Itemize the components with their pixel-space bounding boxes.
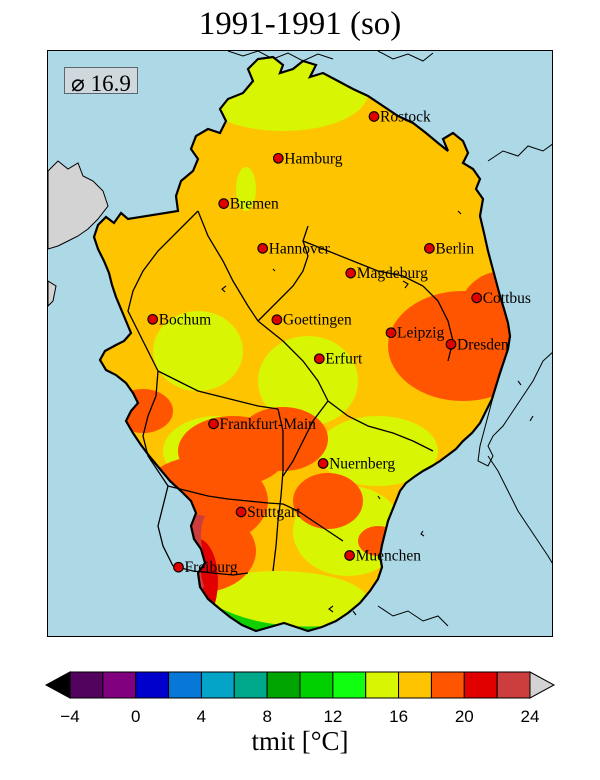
svg-text:20: 20 (455, 707, 474, 726)
svg-text:8: 8 (262, 707, 271, 726)
svg-text:Goettingen: Goettingen (283, 312, 352, 329)
svg-text:Rostock: Rostock (380, 109, 431, 126)
svg-text:Leipzig: Leipzig (397, 325, 445, 342)
svg-text:Hannover: Hannover (269, 240, 331, 257)
svg-text:Berlin: Berlin (435, 240, 474, 257)
svg-text:Magdeburg: Magdeburg (357, 265, 428, 282)
svg-text:Cottbus: Cottbus (483, 290, 531, 307)
svg-text:Muenchen: Muenchen (356, 548, 422, 565)
svg-text:16: 16 (389, 707, 408, 726)
svg-text:0: 0 (131, 707, 140, 726)
svg-text:Erfurt: Erfurt (325, 351, 363, 368)
svg-text:4: 4 (197, 707, 206, 726)
svg-text:12: 12 (323, 707, 342, 726)
svg-text:24: 24 (521, 707, 540, 726)
svg-text:Bremen: Bremen (230, 196, 279, 213)
svg-text:Freiburg: Freiburg (185, 559, 238, 576)
svg-text:Stuttgart: Stuttgart (247, 504, 301, 521)
svg-text:−4: −4 (60, 707, 79, 726)
svg-text:Frankfurt-Main: Frankfurt-Main (220, 416, 317, 433)
svg-text:Dresden: Dresden (457, 336, 509, 353)
svg-text:Bochum: Bochum (159, 311, 212, 328)
svg-text:Nuernberg: Nuernberg (329, 456, 395, 473)
svg-text:Hamburg: Hamburg (284, 150, 343, 167)
